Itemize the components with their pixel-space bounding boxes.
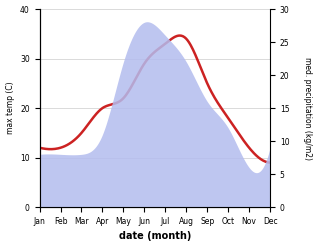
Y-axis label: max temp (C): max temp (C) (5, 82, 15, 134)
X-axis label: date (month): date (month) (119, 231, 191, 242)
Y-axis label: med. precipitation (kg/m2): med. precipitation (kg/m2) (303, 57, 313, 160)
